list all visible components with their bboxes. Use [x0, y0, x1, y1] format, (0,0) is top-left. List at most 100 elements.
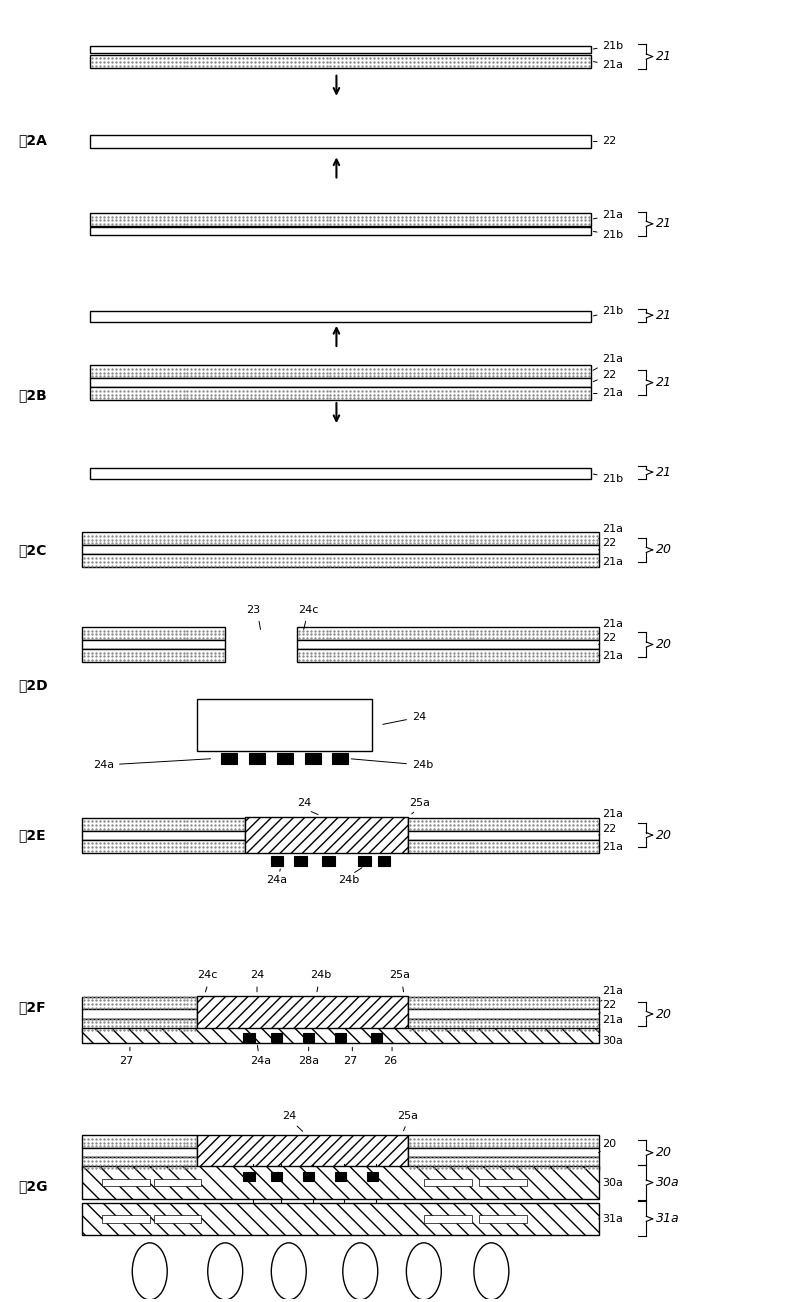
Text: 20: 20 [656, 543, 672, 556]
Text: 30a: 30a [598, 1035, 623, 1046]
Bar [82, 628, 226, 641]
Text: 22: 22 [594, 370, 617, 381]
Bar [271, 1032, 282, 1042]
Bar [408, 831, 598, 840]
Text: 24c: 24c [298, 604, 319, 615]
Text: 图2A: 图2A [18, 133, 47, 147]
Text: 24c: 24c [198, 970, 218, 980]
Bar [82, 1009, 198, 1018]
Text: 20: 20 [598, 1139, 617, 1152]
Text: 图2F: 图2F [18, 1000, 46, 1014]
Text: 22: 22 [594, 137, 617, 147]
Text: 22: 22 [598, 539, 617, 549]
Bar [82, 546, 598, 555]
Bar [90, 378, 590, 387]
Text: 26: 26 [383, 1056, 398, 1066]
Bar [82, 1018, 198, 1031]
Text: 图2C: 图2C [18, 543, 47, 557]
Bar [378, 855, 390, 866]
Bar [303, 1032, 314, 1042]
Bar [222, 753, 237, 764]
Text: 21b: 21b [594, 230, 624, 240]
Text: 24a: 24a [93, 759, 210, 769]
Bar [424, 1215, 471, 1223]
Bar [90, 227, 590, 234]
Text: 22: 22 [598, 1000, 617, 1014]
Bar [82, 1203, 598, 1236]
Text: 21: 21 [656, 309, 672, 322]
Text: 图2B: 图2B [18, 388, 47, 402]
Bar [408, 1148, 598, 1157]
Circle shape [208, 1243, 242, 1299]
Bar [249, 753, 265, 764]
Text: 21a: 21a [598, 618, 623, 634]
Bar [154, 1215, 202, 1223]
Text: 24: 24 [282, 1112, 296, 1121]
Text: 21a: 21a [594, 60, 623, 70]
Text: 25a: 25a [398, 1112, 418, 1121]
Text: 25a: 25a [390, 970, 410, 980]
Bar [82, 1167, 598, 1199]
Circle shape [474, 1243, 509, 1299]
Bar [408, 1018, 598, 1031]
Text: 22: 22 [598, 824, 617, 835]
Bar [243, 1032, 254, 1042]
Text: 21a: 21a [601, 986, 623, 1001]
Text: 24a: 24a [266, 875, 287, 885]
Text: 21a: 21a [593, 354, 623, 370]
Bar [408, 818, 598, 831]
Text: 21a: 21a [598, 525, 623, 539]
Bar [335, 1032, 346, 1042]
Bar [90, 55, 590, 68]
Bar [82, 1135, 198, 1148]
Circle shape [132, 1243, 167, 1299]
Bar [90, 135, 590, 148]
Bar [424, 1178, 471, 1186]
Bar [297, 628, 598, 641]
Bar [366, 1172, 378, 1181]
Text: 27: 27 [344, 1056, 358, 1066]
Text: 21a: 21a [598, 651, 623, 661]
Bar [82, 996, 198, 1009]
Text: 图2D: 图2D [18, 678, 48, 691]
Text: 21b: 21b [594, 40, 624, 51]
Bar [82, 831, 245, 840]
Bar [408, 840, 598, 853]
Text: 20: 20 [656, 1146, 672, 1159]
Text: 24: 24 [298, 798, 312, 807]
Bar [333, 753, 348, 764]
Text: 23: 23 [246, 604, 260, 615]
Text: 21b: 21b [594, 474, 624, 483]
Bar [198, 1134, 408, 1170]
Bar [90, 311, 590, 322]
Text: 25a: 25a [410, 798, 430, 807]
Bar [82, 840, 245, 853]
Text: 34: 34 [282, 1271, 296, 1280]
Bar [82, 1148, 198, 1157]
Text: 24b: 24b [310, 970, 331, 980]
Text: 32: 32 [357, 1271, 371, 1280]
Bar [322, 855, 335, 866]
Bar [408, 1009, 598, 1018]
Bar [245, 816, 408, 853]
Bar [358, 855, 370, 866]
Bar [270, 855, 283, 866]
Bar [479, 1215, 527, 1223]
Text: 21: 21 [656, 376, 672, 389]
Text: 21a: 21a [594, 211, 623, 220]
Text: 30a: 30a [656, 1176, 679, 1189]
Text: 21b: 21b [594, 306, 624, 316]
Bar [102, 1178, 150, 1186]
Text: 20: 20 [656, 828, 672, 841]
Bar [90, 46, 590, 53]
Bar [90, 387, 590, 400]
Text: 21: 21 [656, 217, 672, 230]
Bar [82, 641, 226, 650]
Bar [154, 1178, 202, 1186]
Bar [90, 469, 590, 479]
Circle shape [343, 1243, 378, 1299]
Text: 图2E: 图2E [18, 828, 46, 842]
Circle shape [406, 1243, 442, 1299]
Bar [277, 753, 293, 764]
Text: 20: 20 [656, 638, 672, 651]
